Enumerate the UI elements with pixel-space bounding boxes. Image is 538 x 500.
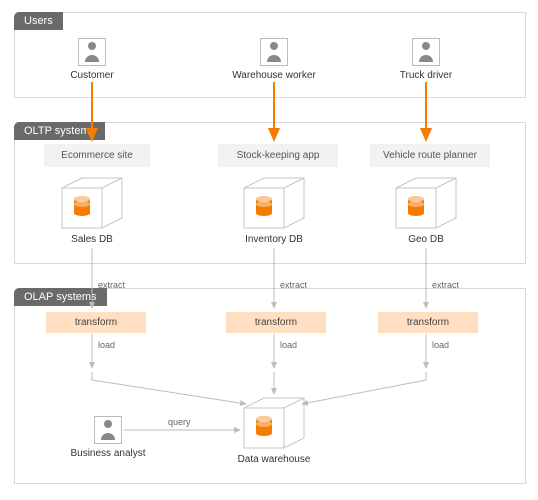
label-load: load [280,340,297,350]
label-query: query [168,417,191,427]
db-label-geo: Geo DB [408,234,444,245]
label-load: load [432,340,449,350]
label-extract: extract [98,280,125,290]
label-load: load [98,340,115,350]
transform-box: transform [226,312,326,333]
app-box-ecommerce: Ecommerce site [44,144,150,167]
user-label-warehouse: Warehouse worker [232,70,316,81]
app-box-vehicle: Vehicle route planner [370,144,490,167]
user-icon [260,38,288,66]
section-label-olap: OLAP systems [14,288,107,306]
user-label-analyst: Business analyst [70,448,145,459]
app-box-stock: Stock-keeping app [218,144,338,167]
transform-box: transform [46,312,146,333]
db-label-warehouse: Data warehouse [238,454,311,465]
transform-box: transform [378,312,478,333]
section-label-oltp: OLTP systems [14,122,105,140]
user-icon-analyst [94,416,122,444]
user-label-customer: Customer [70,70,113,81]
section-label-users: Users [14,12,63,30]
user-label-truck: Truck driver [400,70,452,81]
user-icon [78,38,106,66]
label-extract: extract [432,280,459,290]
db-label-inventory: Inventory DB [245,234,303,245]
db-label-sales: Sales DB [71,234,113,245]
label-extract: extract [280,280,307,290]
user-icon [412,38,440,66]
